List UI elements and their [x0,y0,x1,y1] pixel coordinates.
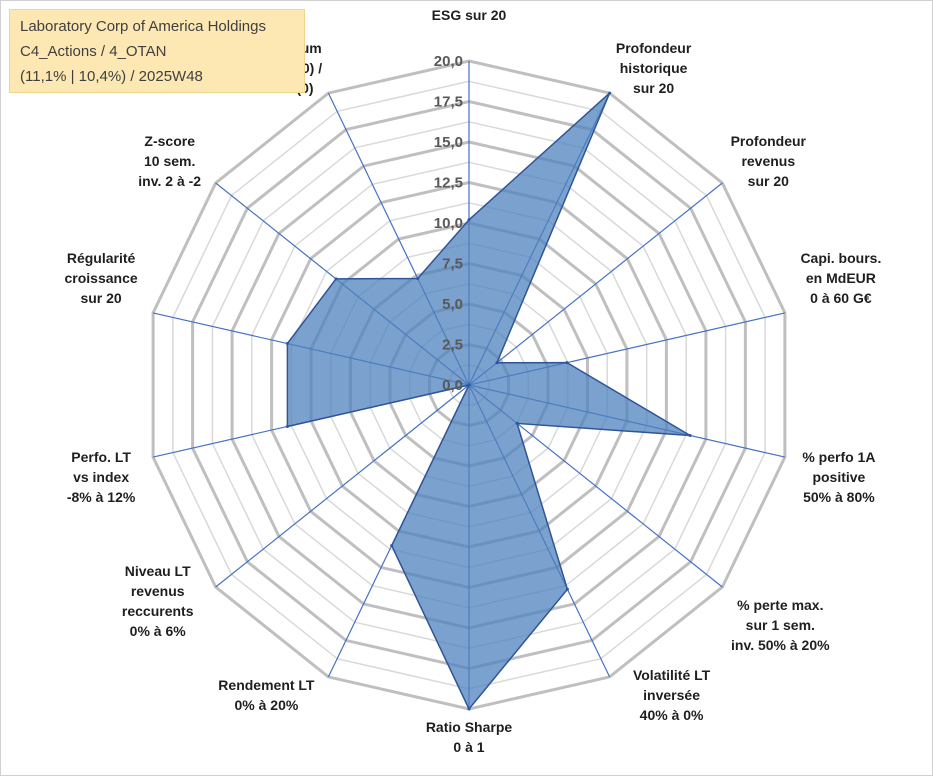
tick-label: 0,0 [442,377,463,394]
tick-label: 7,5 [442,256,463,273]
axis-label: 10 sem. [144,153,195,169]
tick-label: 15,0 [434,134,463,151]
data-point [565,587,569,591]
radar-series [285,91,692,711]
data-point [285,425,289,428]
data-point [416,277,420,280]
axis-label: % perte max. [737,597,823,613]
axis-label: sur 20 [748,173,789,189]
axis-label: 50% à 80% [803,489,875,505]
axis-label: croissance [65,270,138,286]
axis-label: Perfo. LT [71,449,131,465]
axis-spoke [215,384,470,588]
axis-label: historique [620,60,688,76]
data-point [608,91,612,95]
axis-label: Note [453,1,484,3]
axis-label: Niveau LT [125,563,191,579]
data-point [467,218,471,222]
axis-label: -8% à 12% [67,489,136,505]
axis-label: inv. 2 à -2 [138,173,201,189]
tick-label: 5,0 [442,296,463,313]
axis-label: Ratio Sharpe [426,719,513,735]
axis-label: vs index [73,469,129,485]
axis-label: positive [812,469,865,485]
axis-label: sur 20 [80,290,121,306]
axis-label: 0 à 1 [453,739,484,755]
tick-label: 17,5 [434,94,463,111]
data-point [285,342,289,345]
axis-label: Profondeur [731,133,807,149]
tick-label: 10,0 [434,215,463,232]
data-point [467,707,471,711]
axis-label: en MdEUR [806,270,876,286]
axis-label: Z-score [144,133,195,149]
data-point [390,544,394,548]
axis-label: Régularité [67,250,136,266]
chart-title-line-2: C4_Actions / 4_OTAN [20,43,167,60]
axis-label: sur 1 sem. [746,617,815,633]
data-point [495,361,499,365]
axis-label: Rendement LT [218,677,315,693]
axis-label: % perfo 1A [802,449,875,465]
axis-label: Volatilité LT [633,667,711,683]
data-point [565,361,569,365]
axis-label: Profondeur [616,40,692,56]
axis-label: reccurents [122,603,194,619]
axis-label: revenus [741,153,795,169]
data-point [467,383,471,387]
chart-title-box: Laboratory Corp of America Holdings C4_A… [9,9,305,93]
tick-label: 20,0 [434,53,463,70]
axis-label: 0% à 20% [234,697,298,713]
axis-label: revenus [131,583,185,599]
axis-label: Capi. bours. [800,250,881,266]
axis-label: inv. 50% à 20% [731,637,830,653]
radar-axis-labels: Note ESG sur 20 Profondeur historique sur 20… [65,1,882,755]
axis-label: inversée [643,687,700,703]
axis-label: 0% à 6% [130,623,187,639]
data-point [688,434,692,437]
axis-label: sur 20 [633,80,674,96]
data-point [515,421,519,425]
data-point [334,277,338,281]
radar-tick-labels: 0,0 2,5 5,0 7,5 10,0 12,5 15,0 17,5 20,0 [434,53,463,394]
axis-label: 0 à 60 G€ [810,290,872,306]
chart-title-line-3: (11,1% | 10,4%) / 2025W48 [20,68,203,85]
chart-title-line-1: Laboratory Corp of America Holdings [20,18,266,35]
tick-label: 12,5 [434,175,463,192]
axis-label: 40% à 0% [640,707,704,723]
axis-label: ESG sur 20 [432,7,507,23]
tick-label: 2,5 [442,337,463,354]
axis-spoke [468,182,723,386]
